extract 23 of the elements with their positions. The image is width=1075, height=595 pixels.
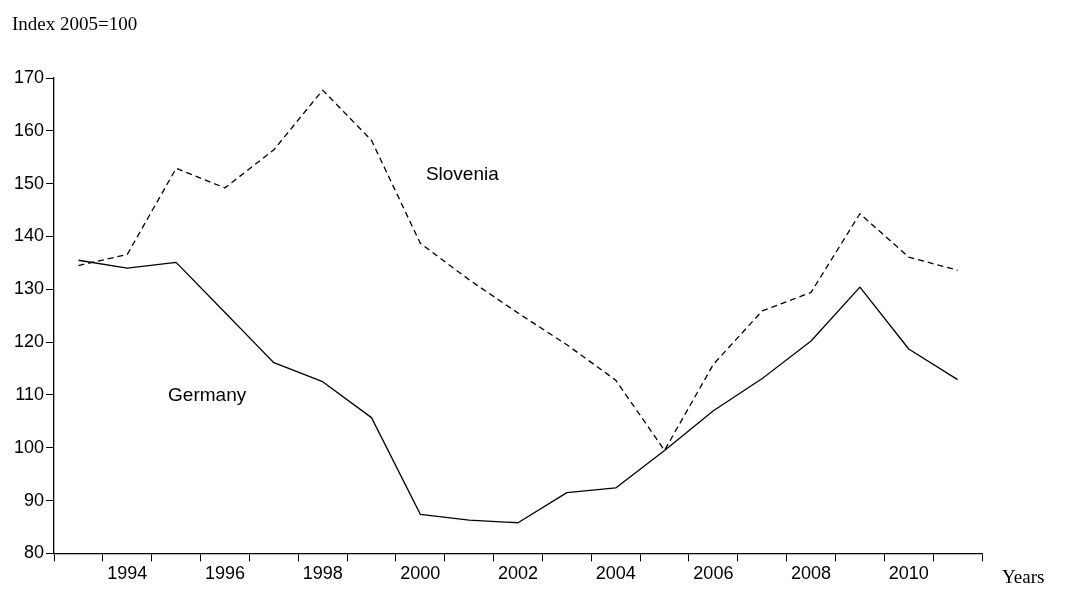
series-label: Germany	[168, 384, 247, 406]
y-tick-label: 100	[13, 436, 45, 457]
x-tick-label: 2002	[497, 563, 539, 584]
y-axis-title: Index 2005=100	[12, 13, 138, 34]
x-tick-label: 2004	[595, 563, 636, 584]
x-tick-label: 2000	[400, 563, 441, 584]
y-tick-label: 80	[24, 542, 45, 563]
x-tick-label: 2010	[888, 563, 929, 584]
y-tick-label: 170	[13, 66, 45, 87]
x-tick-label: 2008	[791, 563, 832, 584]
y-tick-label: 140	[13, 225, 45, 246]
y-tick-label: 110	[15, 383, 45, 404]
x-tick-label: 1996	[204, 563, 245, 584]
x-tick-label: 2006	[693, 563, 734, 584]
y-tick-label: 130	[13, 278, 45, 299]
series-label: Slovenia	[425, 163, 500, 185]
y-tick-label: 150	[13, 172, 45, 193]
x-axis-title: Years	[1002, 566, 1045, 588]
x-tick-label: 1994	[107, 563, 148, 584]
x-tick-label: 1998	[302, 563, 343, 584]
y-tick-label: 160	[13, 119, 45, 140]
y-tick-label: 120	[13, 331, 45, 352]
y-tick-label: 90	[24, 489, 45, 510]
